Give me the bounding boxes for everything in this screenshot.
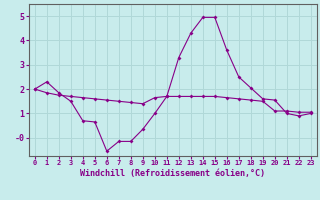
X-axis label: Windchill (Refroidissement éolien,°C): Windchill (Refroidissement éolien,°C): [80, 169, 265, 178]
